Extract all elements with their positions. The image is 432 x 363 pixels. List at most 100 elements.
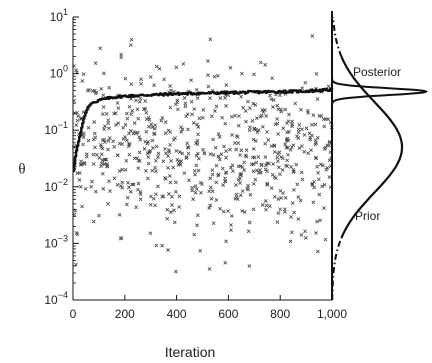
sample-marker: [285, 136, 290, 141]
sample-marker: [151, 146, 155, 150]
sample-marker: [268, 93, 272, 98]
sample-marker: [87, 87, 91, 92]
sample-marker: [258, 170, 263, 175]
sample-marker: [194, 141, 198, 146]
sample-marker: [106, 147, 110, 152]
sample-marker: [173, 180, 178, 185]
sample-marker: [290, 201, 295, 206]
sample-marker: [169, 210, 173, 214]
sample-marker: [238, 153, 242, 158]
sample-marker: [123, 167, 128, 172]
sample-marker: [224, 239, 228, 244]
sample-marker: [97, 213, 101, 218]
sample-marker: [127, 131, 131, 136]
sample-marker: [283, 195, 288, 200]
sample-marker: [224, 155, 228, 160]
sample-marker: [235, 135, 240, 139]
x-tick-label: 600: [218, 307, 238, 321]
sample-marker: [107, 179, 111, 184]
sample-marker: [208, 96, 212, 101]
sample-marker: [156, 155, 160, 160]
sample-marker: [186, 151, 191, 156]
sample-marker: [127, 185, 131, 190]
sample-marker: [239, 173, 243, 177]
sample-marker: [191, 120, 196, 125]
sample-marker: [111, 139, 116, 144]
sample-marker: [200, 182, 204, 186]
sample-marker: [310, 122, 314, 127]
sample-marker: [264, 114, 269, 118]
sample-marker: [300, 86, 305, 91]
sample-marker: [192, 107, 197, 111]
sample-marker: [302, 149, 307, 154]
sample-marker: [222, 144, 226, 149]
sample-marker: [104, 157, 109, 162]
sample-marker: [214, 104, 219, 109]
sample-marker: [99, 152, 104, 157]
sample-marker: [132, 121, 137, 125]
sample-marker: [321, 117, 326, 122]
sample-marker: [287, 112, 291, 117]
sample-marker: [107, 85, 112, 90]
sample-marker: [195, 96, 200, 100]
sample-marker: [283, 142, 288, 147]
sample-marker: [126, 144, 131, 149]
x-tick-label: 800: [270, 307, 290, 321]
sample-marker: [236, 123, 241, 128]
sample-marker: [276, 211, 281, 215]
sample-marker: [208, 152, 213, 156]
sample-marker: [232, 141, 237, 146]
sample-marker: [86, 138, 91, 143]
sample-marker: [306, 111, 311, 115]
sample-marker: [277, 165, 281, 170]
sample-marker: [194, 88, 199, 92]
sample-marker: [276, 107, 281, 112]
sample-marker: [284, 163, 288, 168]
sample-marker: [176, 163, 181, 167]
sample-marker: [81, 131, 86, 136]
sample-marker: [132, 130, 137, 134]
sample-marker: [285, 145, 290, 150]
sample-marker: [284, 145, 289, 150]
sample-marker: [213, 109, 217, 113]
sample-marker: [146, 161, 151, 166]
sample-marker: [223, 121, 228, 126]
sample-marker: [302, 133, 307, 137]
sample-marker: [275, 159, 280, 164]
sample-marker: [81, 72, 86, 76]
sample-marker: [185, 141, 190, 146]
sample-marker: [119, 55, 124, 60]
sample-marker: [93, 189, 98, 194]
sample-marker: [248, 125, 252, 130]
sample-marker: [153, 192, 158, 197]
sample-marker: [248, 192, 253, 197]
sample-marker: [177, 150, 182, 154]
sample-marker: [106, 118, 111, 123]
sample-marker: [94, 152, 99, 157]
sample-marker: [86, 125, 91, 130]
sample-marker: [143, 107, 148, 111]
sample-marker: [266, 138, 271, 142]
sample-marker: [154, 144, 159, 149]
sample-marker: [303, 80, 308, 85]
sample-marker: [73, 208, 78, 213]
sample-marker: [327, 140, 332, 145]
sample-marker: [130, 182, 134, 187]
prior-density-lower-tail: [331, 237, 343, 300]
sample-marker: [166, 154, 170, 158]
sample-marker: [173, 102, 178, 107]
sample-marker: [196, 168, 201, 173]
sample-marker: [244, 119, 248, 124]
sample-marker: [168, 180, 173, 185]
sample-marker: [137, 135, 142, 139]
sample-marker: [196, 125, 201, 129]
sample-marker: [177, 194, 182, 199]
sample-marker: [132, 156, 137, 161]
sample-marker: [255, 168, 259, 173]
sample-marker: [275, 220, 280, 225]
sample-marker: [276, 197, 281, 202]
sample-marker: [195, 151, 200, 156]
sample-marker: [208, 185, 213, 190]
sample-marker: [319, 114, 324, 118]
sample-marker: [270, 76, 275, 81]
